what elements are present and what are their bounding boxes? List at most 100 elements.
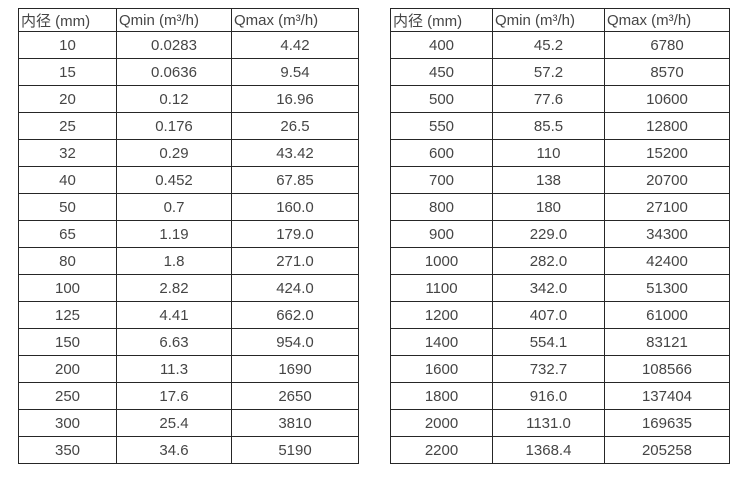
table-row: 250 17.6 2650 (18, 382, 359, 410)
table-row: 1200 407.0 61000 (390, 301, 730, 329)
qmax-cell: 271.0 (231, 247, 359, 275)
qmin-cell: 0.176 (116, 112, 232, 140)
qmax-cell: 16.96 (231, 85, 359, 113)
diameter-cell: 500 (390, 85, 493, 113)
table-row: 10 0.0283 4.42 (18, 31, 359, 59)
qmin-cell: 407.0 (492, 301, 605, 329)
diameter-cell: 700 (390, 166, 493, 194)
table-row: 2000 1131.0 169635 (390, 409, 730, 437)
qmax-cell: 43.42 (231, 139, 359, 167)
table-row: 200 11.3 1690 (18, 355, 359, 383)
table-row: 32 0.29 43.42 (18, 139, 359, 167)
diameter-cell: 10 (18, 31, 117, 59)
qmax-cell: 34300 (604, 220, 730, 248)
qmax-cell: 205258 (604, 436, 730, 464)
diameter-cell: 25 (18, 112, 117, 140)
qmax-cell: 5190 (231, 436, 359, 464)
qmax-cell: 3810 (231, 409, 359, 437)
qmax-cell: 12800 (604, 112, 730, 140)
table-row: 700 138 20700 (390, 166, 730, 194)
header-cell-diameter: 内径 (mm) (18, 8, 117, 32)
table-row: 80 1.8 271.0 (18, 247, 359, 275)
diameter-cell: 200 (18, 355, 117, 383)
qmax-cell: 169635 (604, 409, 730, 437)
qmax-cell: 42400 (604, 247, 730, 275)
qmin-cell: 229.0 (492, 220, 605, 248)
diameter-cell: 1600 (390, 355, 493, 383)
qmax-cell: 61000 (604, 301, 730, 329)
table-row: 600 110 15200 (390, 139, 730, 167)
table-row: 150 6.63 954.0 (18, 328, 359, 356)
table-row: 1800 916.0 137404 (390, 382, 730, 410)
qmin-cell: 57.2 (492, 58, 605, 86)
table-header: 内径 (mm) Qmin (m³/h) Qmax (m³/h) (390, 8, 730, 32)
qmax-cell: 160.0 (231, 193, 359, 221)
qmin-cell: 77.6 (492, 85, 605, 113)
diameter-cell: 20 (18, 85, 117, 113)
qmax-cell: 108566 (604, 355, 730, 383)
diameter-cell: 2000 (390, 409, 493, 437)
qmax-cell: 20700 (604, 166, 730, 194)
diameter-cell: 300 (18, 409, 117, 437)
diameter-cell: 2200 (390, 436, 493, 464)
table-row: 350 34.6 5190 (18, 436, 359, 464)
qmin-cell: 1.19 (116, 220, 232, 248)
diameter-cell: 450 (390, 58, 493, 86)
qmax-cell: 26.5 (231, 112, 359, 140)
qmin-cell: 0.12 (116, 85, 232, 113)
table-row: 100 2.82 424.0 (18, 274, 359, 302)
qmin-cell: 1.8 (116, 247, 232, 275)
qmin-cell: 2.82 (116, 274, 232, 302)
diameter-cell: 40 (18, 166, 117, 194)
qmin-cell: 1368.4 (492, 436, 605, 464)
qmin-cell: 732.7 (492, 355, 605, 383)
diameter-cell: 550 (390, 112, 493, 140)
small-diameter-table: 内径 (mm) Qmin (m³/h) Qmax (m³/h) 10 0.0283… (18, 8, 359, 464)
diameter-cell: 125 (18, 301, 117, 329)
diameter-cell: 900 (390, 220, 493, 248)
qmin-cell: 0.7 (116, 193, 232, 221)
table-row: 15 0.0636 9.54 (18, 58, 359, 86)
qmin-cell: 138 (492, 166, 605, 194)
qmin-cell: 34.6 (116, 436, 232, 464)
diameter-cell: 1200 (390, 301, 493, 329)
table-row: 40 0.452 67.85 (18, 166, 359, 194)
qmax-cell: 6780 (604, 31, 730, 59)
table-header: 内径 (mm) Qmin (m³/h) Qmax (m³/h) (18, 8, 359, 32)
qmax-cell: 67.85 (231, 166, 359, 194)
qmin-cell: 342.0 (492, 274, 605, 302)
table-row: 500 77.6 10600 (390, 85, 730, 113)
table-body: 10 0.0283 4.42 15 0.0636 9.54 20 0.12 16.96 25 0.1… (18, 31, 359, 464)
qmax-cell: 27100 (604, 193, 730, 221)
header-cell-qmax: Qmax (m³/h) (604, 8, 730, 32)
diameter-cell: 32 (18, 139, 117, 167)
diameter-cell: 80 (18, 247, 117, 275)
qmax-cell: 8570 (604, 58, 730, 86)
diameter-cell: 15 (18, 58, 117, 86)
diameter-cell: 1400 (390, 328, 493, 356)
table-row: 125 4.41 662.0 (18, 301, 359, 329)
large-diameter-table: 内径 (mm) Qmin (m³/h) Qmax (m³/h) 400 45.2 6… (390, 8, 730, 464)
diameter-cell: 100 (18, 274, 117, 302)
table-row: 450 57.2 8570 (390, 58, 730, 86)
qmax-cell: 137404 (604, 382, 730, 410)
qmin-cell: 180 (492, 193, 605, 221)
qmin-cell: 17.6 (116, 382, 232, 410)
diameter-cell: 800 (390, 193, 493, 221)
table-row: 400 45.2 6780 (390, 31, 730, 59)
table-row: 550 85.5 12800 (390, 112, 730, 140)
diameter-cell: 65 (18, 220, 117, 248)
table-row: 20 0.12 16.96 (18, 85, 359, 113)
table-row: 900 229.0 34300 (390, 220, 730, 248)
diameter-cell: 1000 (390, 247, 493, 275)
qmin-cell: 6.63 (116, 328, 232, 356)
table-row: 1400 554.1 83121 (390, 328, 730, 356)
qmax-cell: 83121 (604, 328, 730, 356)
qmax-cell: 2650 (231, 382, 359, 410)
qmin-cell: 45.2 (492, 31, 605, 59)
header-cell-qmax: Qmax (m³/h) (231, 8, 359, 32)
header-row: 内径 (mm) Qmin (m³/h) Qmax (m³/h) (390, 8, 730, 32)
diameter-cell: 250 (18, 382, 117, 410)
table-row: 1100 342.0 51300 (390, 274, 730, 302)
